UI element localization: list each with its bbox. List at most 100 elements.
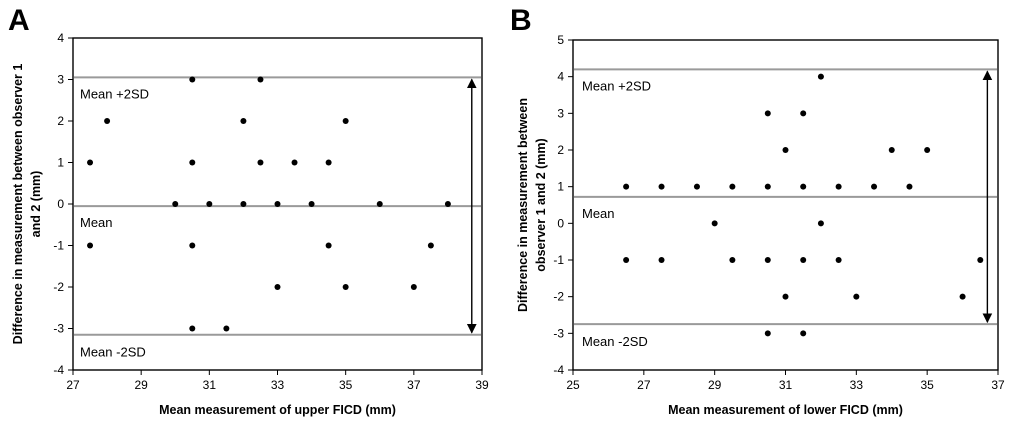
x-tick-label: 25 <box>566 378 580 392</box>
x-tick-label: 27 <box>637 378 651 392</box>
reference-line-label: Mean +2SD <box>80 86 149 101</box>
y-tick-label: 1 <box>57 156 64 170</box>
y-tick-label: -4 <box>553 363 564 377</box>
data-point <box>888 147 895 153</box>
y-tick-label: -3 <box>553 326 564 340</box>
y-tick-label: 3 <box>57 73 64 87</box>
y-tick-label: 0 <box>557 216 564 230</box>
data-point <box>693 183 700 190</box>
y-tick-label: 5 <box>557 33 564 47</box>
y-tick-label: 2 <box>57 114 64 128</box>
data-point <box>729 183 736 190</box>
y-tick-label: -3 <box>53 322 64 336</box>
y-tick-label: 0 <box>57 197 64 211</box>
x-tick-label: 31 <box>203 378 217 392</box>
data-point <box>729 257 736 263</box>
y-tick-label: -1 <box>53 239 64 253</box>
data-point <box>835 183 842 190</box>
y-axis-title: Difference in measurement between <box>516 98 530 312</box>
data-point <box>853 293 860 300</box>
reference-line-label: Mean -2SD <box>582 334 648 349</box>
data-point <box>206 201 213 207</box>
data-point <box>189 242 196 249</box>
data-point <box>906 183 913 190</box>
data-point <box>342 284 349 290</box>
reference-line-label: Mean <box>582 206 615 221</box>
data-point <box>189 76 196 83</box>
data-point <box>308 201 315 207</box>
x-axis-title: Mean measurement of upper FICD (mm) <box>159 403 396 417</box>
data-point <box>835 257 842 263</box>
data-point <box>817 73 824 80</box>
data-point <box>274 201 281 207</box>
panel-letter: B <box>510 4 532 37</box>
data-point <box>623 257 630 263</box>
data-point <box>977 257 984 263</box>
data-point <box>189 325 196 332</box>
y-tick-label: -2 <box>53 280 64 294</box>
data-point <box>764 110 771 117</box>
y-tick-label: 4 <box>57 31 64 45</box>
data-point <box>410 284 417 290</box>
y-tick-label: -2 <box>553 290 564 304</box>
data-point <box>800 330 807 337</box>
data-point <box>623 183 630 190</box>
data-point <box>817 220 824 227</box>
data-point <box>325 159 332 166</box>
y-tick-label: 4 <box>557 70 564 84</box>
data-point <box>782 293 789 300</box>
data-point <box>257 159 264 166</box>
data-point <box>658 183 665 190</box>
data-point <box>189 159 196 166</box>
x-tick-label: 29 <box>134 378 148 392</box>
y-tick-label: 3 <box>557 106 564 120</box>
data-point <box>800 183 807 190</box>
y-axis-title: observer 1 and 2 (mm) <box>534 138 548 271</box>
x-tick-label: 29 <box>708 378 722 392</box>
data-point <box>172 201 179 207</box>
data-point <box>342 118 349 124</box>
x-tick-label: 33 <box>850 378 864 392</box>
x-tick-label: 37 <box>407 378 421 392</box>
data-point <box>257 76 264 83</box>
panel-letter: A <box>8 4 30 37</box>
data-point <box>274 284 281 290</box>
reference-line-label: Mean <box>80 215 113 230</box>
data-point <box>764 257 771 263</box>
x-tick-label: 31 <box>779 378 793 392</box>
x-tick-label: 35 <box>339 378 353 392</box>
data-point <box>658 257 665 263</box>
x-tick-label: 39 <box>475 378 489 392</box>
data-point <box>444 201 451 207</box>
data-point <box>800 257 807 263</box>
y-tick-label: -4 <box>53 363 64 377</box>
x-tick-label: 35 <box>920 378 934 392</box>
data-point <box>871 183 878 190</box>
y-tick-label: 2 <box>557 143 564 157</box>
data-point <box>223 325 230 332</box>
data-point <box>782 147 789 153</box>
x-tick-label: 37 <box>991 378 1005 392</box>
reference-line-label: Mean +2SD <box>582 78 651 93</box>
data-point <box>291 159 298 166</box>
data-point <box>711 220 718 227</box>
data-point <box>240 201 247 207</box>
y-tick-label: -1 <box>553 253 564 267</box>
x-axis-title: Mean measurement of lower FICD (mm) <box>668 403 903 417</box>
y-tick-label: 1 <box>557 180 564 194</box>
panel-a: A -4 -3 -2 -1 0 1 2 3 4 27 29 31 33 35 37 39 Mean +2SD Mea… <box>8 4 489 417</box>
x-tick-label: 27 <box>66 378 80 392</box>
data-point <box>924 147 931 153</box>
data-point <box>325 242 332 249</box>
y-axis-title: and 2 (mm) <box>29 171 43 238</box>
data-point <box>959 293 966 300</box>
x-tick-label: 33 <box>271 378 285 392</box>
y-axis-title: Difference in measurement between observ… <box>11 64 25 345</box>
panel-b: B -4 -3 -2 -1 0 1 2 3 4 5 25 27 29 31 33 35 37 Mean +2SD Me… <box>510 4 1005 417</box>
data-point <box>240 118 247 124</box>
data-point <box>104 118 111 124</box>
data-point <box>87 242 94 249</box>
reference-line-label: Mean -2SD <box>80 345 146 360</box>
data-point <box>427 242 434 249</box>
